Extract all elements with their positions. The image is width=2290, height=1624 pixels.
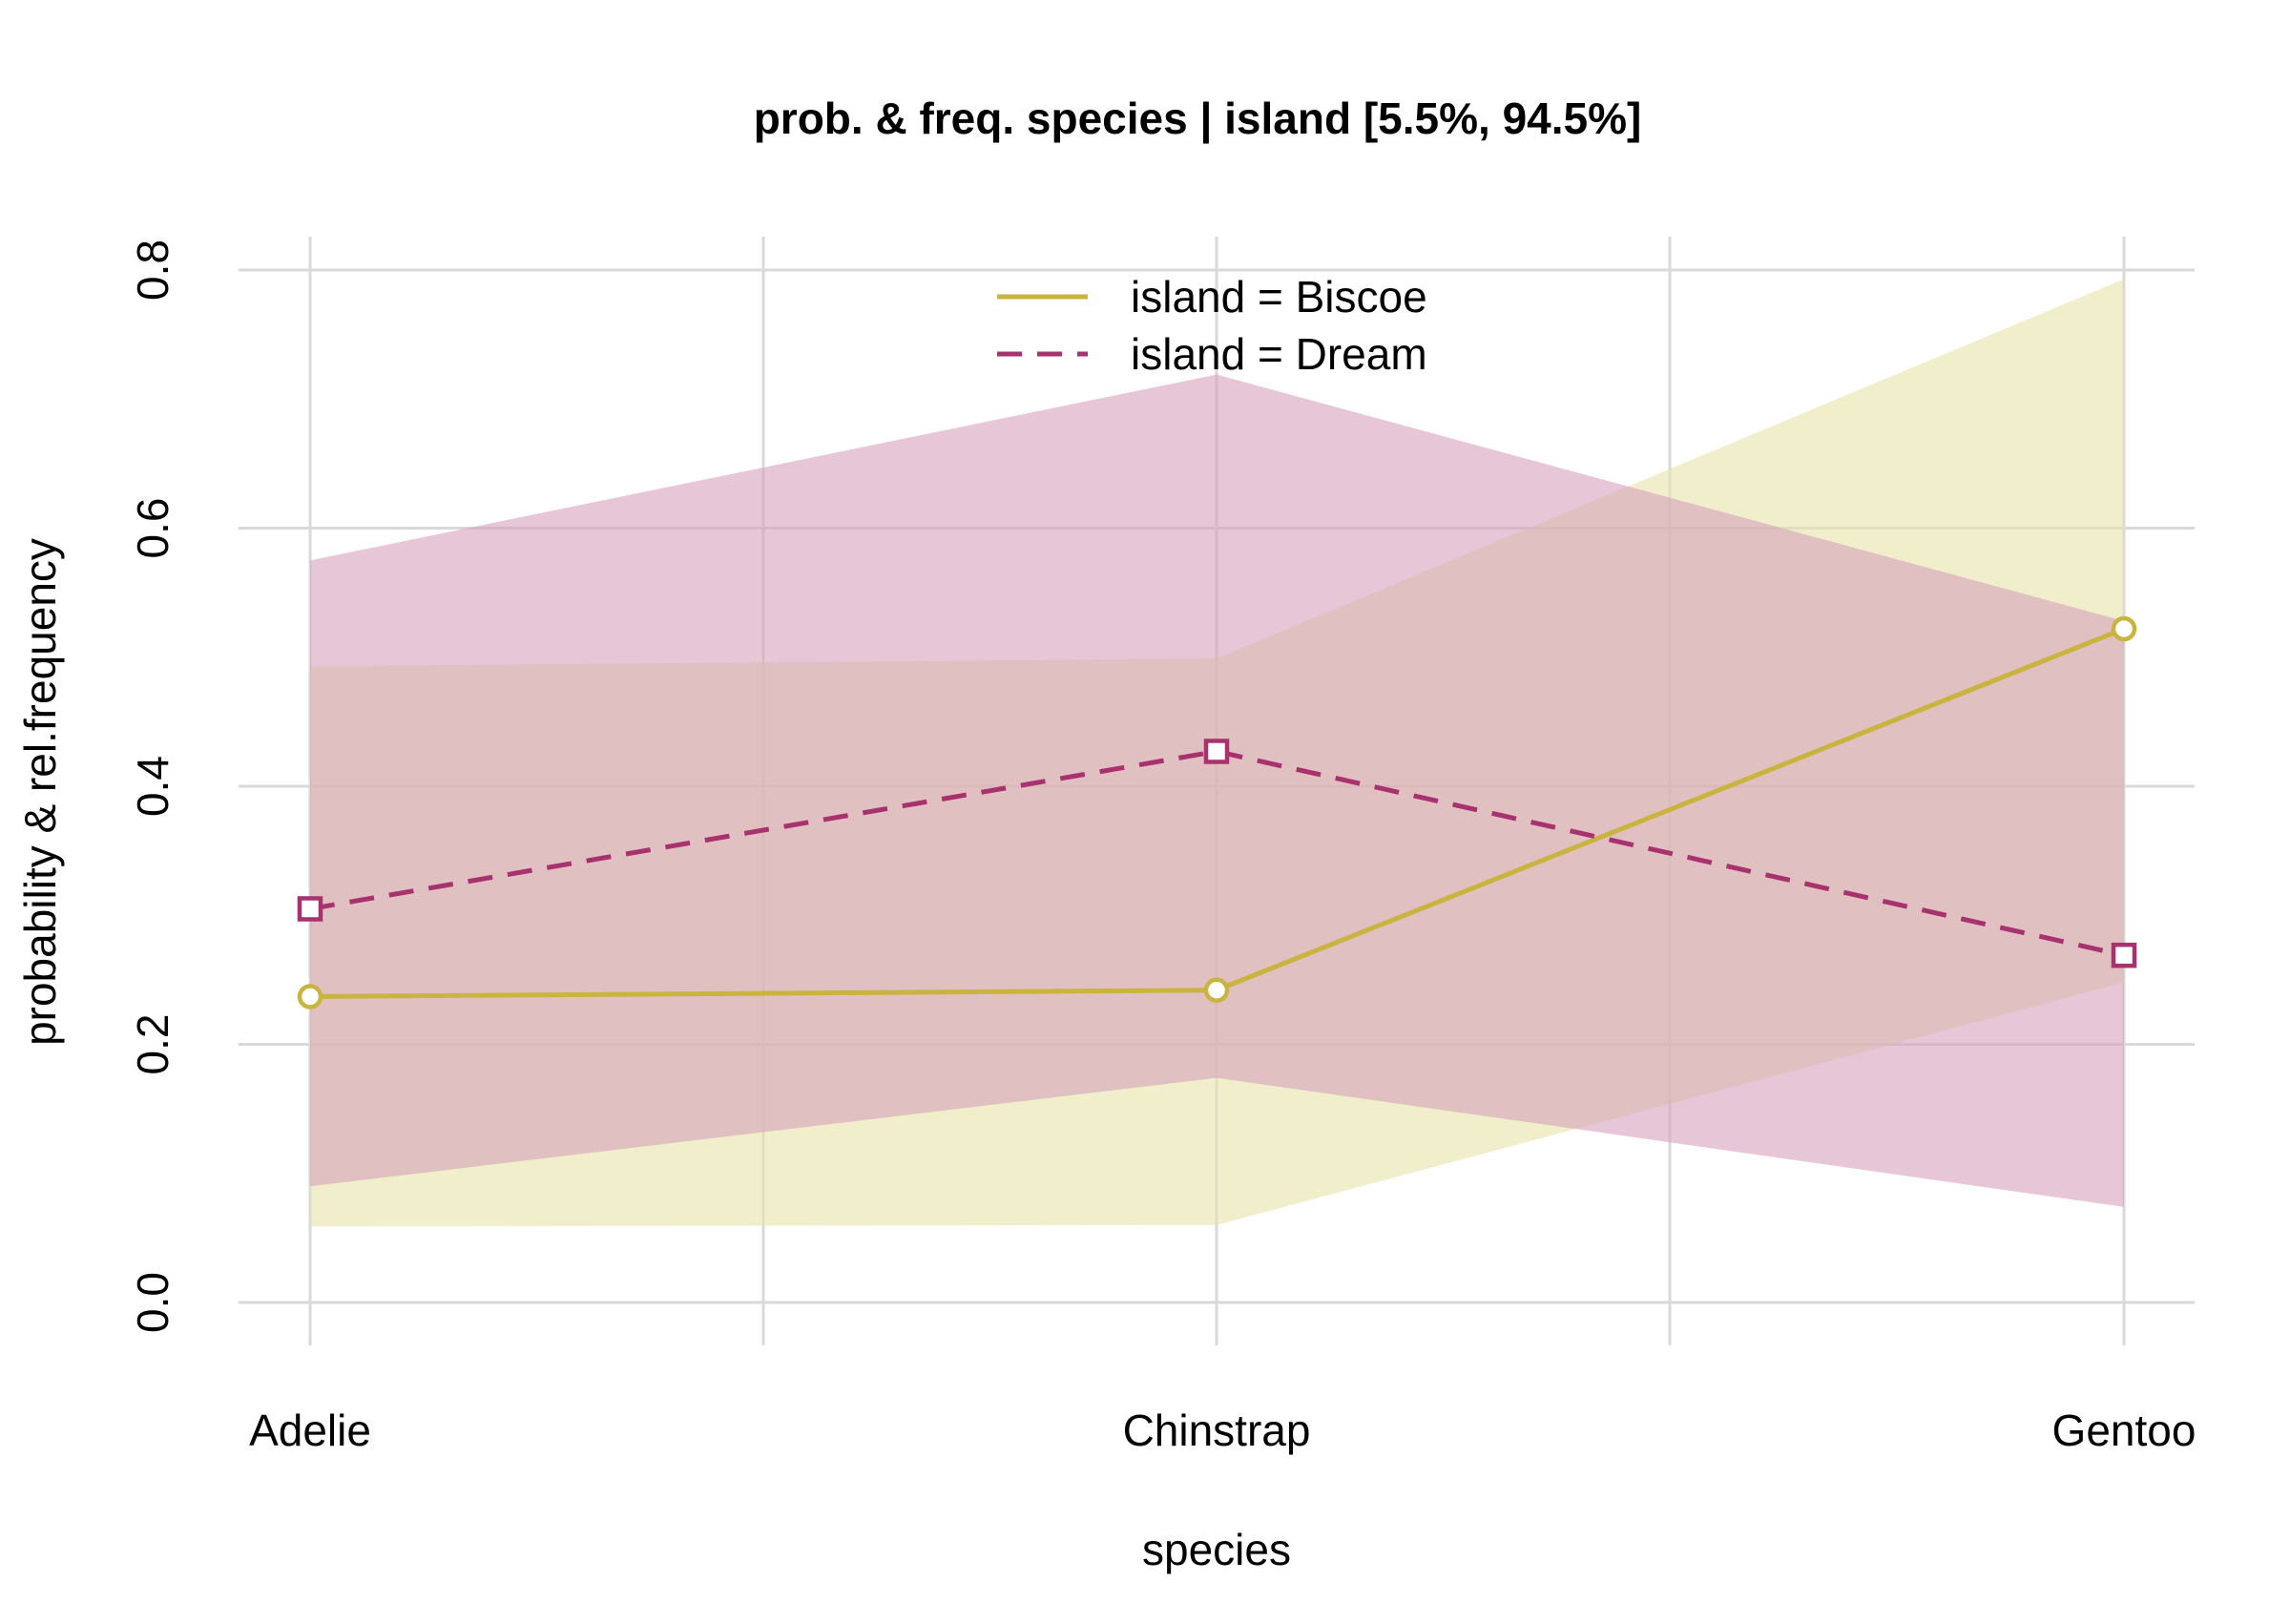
interval-band-2 xyxy=(310,374,2124,1207)
point-marker xyxy=(1203,739,1230,764)
series-line-2 xyxy=(309,748,2125,958)
y-tick-label: 0.4 xyxy=(128,756,177,817)
x-tick-label: Adelie xyxy=(249,1405,371,1455)
marker-layer xyxy=(297,615,2137,1010)
y-tick-label: 0.8 xyxy=(128,239,177,301)
x-axis-label: species xyxy=(1142,1525,1291,1574)
chart-title: prob. & freq. species | island [5.5%, 94… xyxy=(754,94,1642,143)
x-tick-label: Gentoo xyxy=(2052,1405,2196,1455)
legend-label-2: island = Dream xyxy=(1131,329,1427,379)
point-marker xyxy=(2111,942,2137,968)
y-axis-label: probability & rel.frequency xyxy=(15,538,65,1046)
point-marker xyxy=(2111,615,2137,642)
tick-layer: 0.0 0.2 0.4 0.6 0.8 Adelie Chinstrap Gentoo xyxy=(128,239,2196,1455)
legend-label-1: island = Biscoe xyxy=(1131,272,1427,322)
point-marker xyxy=(297,984,323,1010)
point-marker xyxy=(1203,977,1230,1003)
x-tick-label: Chinstrap xyxy=(1123,1405,1311,1455)
y-tick-label: 0.6 xyxy=(128,498,177,559)
y-tick-label: 0.0 xyxy=(128,1272,177,1333)
y-tick-label: 0.2 xyxy=(128,1014,177,1075)
legend: island = Biscoe island = Dream xyxy=(997,272,1427,379)
point-marker xyxy=(297,896,323,922)
